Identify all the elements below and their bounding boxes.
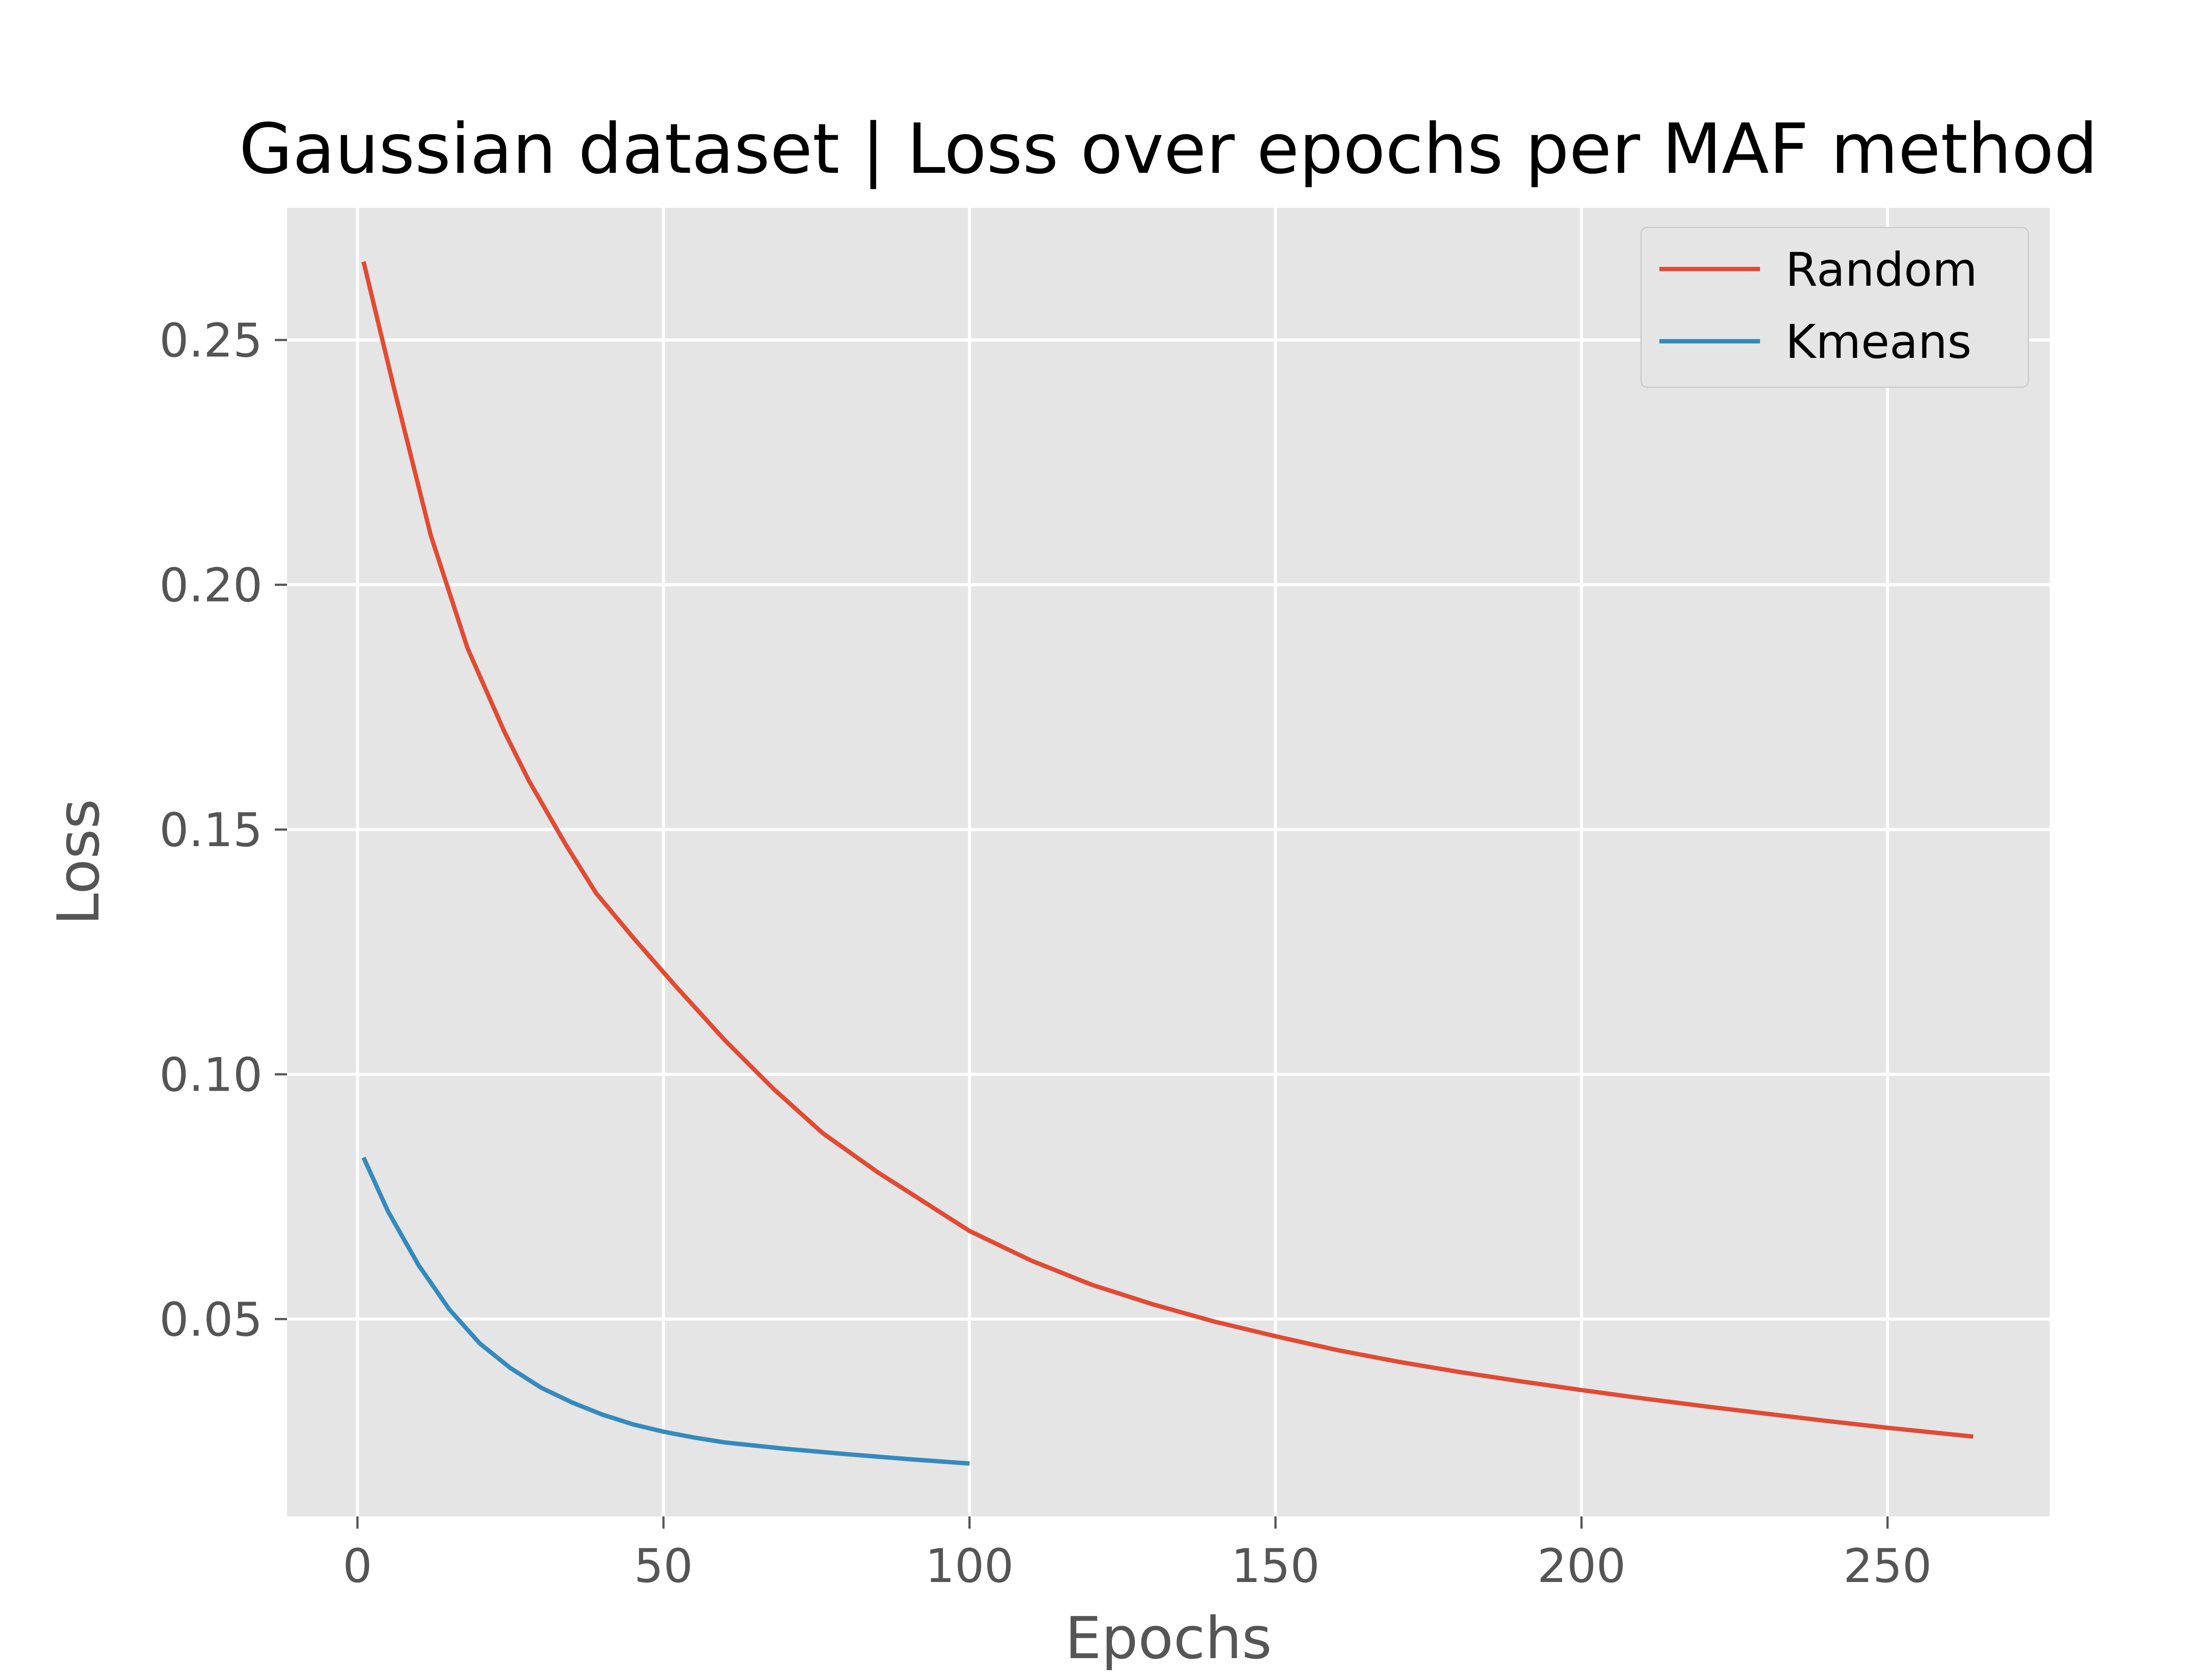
- legend-label-random: Random: [1785, 243, 1978, 297]
- x-tick-label: 200: [1537, 1539, 1626, 1593]
- y-tick-label: 0.10: [159, 1048, 263, 1102]
- series-line-kmeans: [361, 1156, 970, 1466]
- plot-area: [287, 208, 2050, 1516]
- x-tick-label: 100: [925, 1539, 1013, 1593]
- legend-label-kmeans: Kmeans: [1785, 315, 1971, 369]
- axis-ticks: 0 50 100 150 200 250 0.05 0.10 0.15 0.20 0.25: [159, 314, 1932, 1593]
- chart-title: Gaussian dataset | Loss over epochs per …: [239, 109, 2098, 189]
- y-axis-label: Loss: [45, 799, 112, 926]
- y-tick-label: 0.05: [159, 1293, 263, 1347]
- x-axis-label: Epochs: [1065, 1605, 1272, 1672]
- x-tick-label: 150: [1231, 1539, 1320, 1593]
- x-tick-label: 50: [634, 1539, 693, 1593]
- x-tick-label: 250: [1843, 1539, 1932, 1593]
- y-tick-label: 0.20: [159, 559, 263, 612]
- grid-lines: [287, 208, 2050, 1516]
- series-line-random: [361, 261, 1974, 1439]
- y-tick-label: 0.25: [159, 314, 263, 368]
- x-tick-label: 0: [343, 1539, 372, 1593]
- series-layer: [361, 261, 1974, 1466]
- y-tick-label: 0.15: [159, 803, 263, 857]
- legend: Random Kmeans: [1640, 227, 2029, 388]
